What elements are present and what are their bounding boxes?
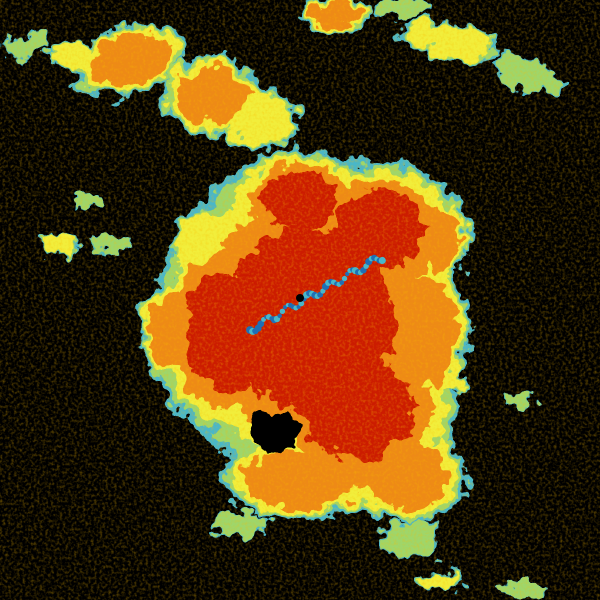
- clutter-point: [379, 257, 386, 264]
- clutter-point: [280, 309, 285, 314]
- clutter-point: [342, 276, 347, 281]
- echo-free-hole: [251, 410, 299, 454]
- clutter-point: [277, 314, 281, 318]
- radar-site-icon: [296, 294, 304, 302]
